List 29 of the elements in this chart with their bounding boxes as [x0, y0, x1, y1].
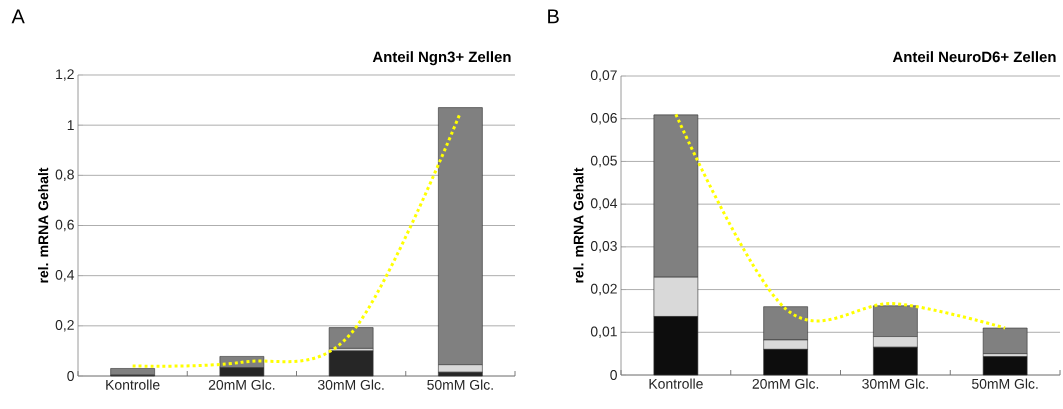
x-tick-label: Kontrolle: [106, 379, 160, 390]
text: A: [11, 9, 25, 24]
x-tick-label: 20mM Glc.: [208, 379, 275, 390]
x-tick-label: 50mM Glc.: [427, 379, 493, 390]
y-tick-label: 0,2: [55, 320, 74, 332]
y-tick-label: 0,6: [55, 219, 74, 232]
y-tick-label: 0,8: [55, 169, 74, 182]
x-tick-label: 50mM Glc.: [971, 378, 1038, 389]
y-tick-label: 0,03: [590, 241, 617, 253]
y-tick-label: 1,2: [56, 69, 74, 81]
y-tick-label: 0,06: [590, 112, 617, 125]
y-tick-label: 0,02: [590, 283, 617, 296]
y-tick-label: 0,07: [590, 70, 617, 82]
y-tick-label: 0: [67, 371, 74, 381]
y-axis-title: rel. mRNA Gehalt: [573, 167, 584, 283]
x-tick-label: 30mM Glc.: [317, 379, 384, 390]
x-tick-label: 20mM Glc.: [752, 378, 819, 389]
y-tick-label: 0,4: [55, 269, 75, 282]
chart-title: Anteil NeuroD6+ Zellen: [892, 51, 1056, 63]
x-tick-label: Kontrolle: [649, 378, 703, 389]
y-axis-title: rel. mRNA Gehalt: [38, 167, 49, 283]
y-tick-label: 0: [610, 370, 617, 380]
y-tick-label: 0,05: [590, 155, 617, 168]
y-tick-label: 0,04: [590, 198, 618, 210]
y-tick-label: 1: [67, 120, 74, 130]
y-tick-label: 0,01: [590, 326, 617, 339]
chart-title: Anteil Ngn3+ Zellen: [372, 51, 511, 66]
text: B: [548, 9, 559, 24]
x-tick-label: 30mM Glc.: [862, 378, 928, 389]
